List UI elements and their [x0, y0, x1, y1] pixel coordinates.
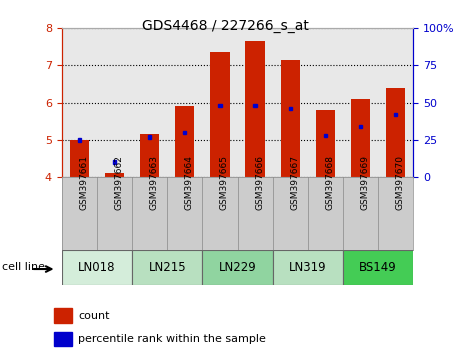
- Bar: [254, 104, 256, 107]
- Bar: [351, 99, 370, 177]
- Bar: [140, 134, 159, 177]
- Bar: [113, 160, 116, 164]
- Text: GSM397662: GSM397662: [114, 155, 124, 210]
- Bar: [54, 308, 72, 323]
- Bar: [343, 250, 413, 285]
- Text: LN319: LN319: [289, 261, 327, 274]
- Bar: [70, 140, 89, 177]
- Bar: [54, 332, 72, 347]
- Bar: [316, 110, 335, 177]
- Text: GSM397667: GSM397667: [290, 155, 299, 210]
- Bar: [273, 250, 343, 285]
- Bar: [148, 135, 151, 138]
- Text: count: count: [78, 311, 110, 321]
- Bar: [359, 125, 362, 128]
- Text: GSM397670: GSM397670: [396, 155, 405, 210]
- Text: GSM397663: GSM397663: [150, 155, 159, 210]
- Text: GSM397668: GSM397668: [325, 155, 334, 210]
- Text: BS149: BS149: [359, 261, 397, 274]
- Bar: [386, 88, 405, 177]
- Bar: [394, 113, 397, 116]
- Bar: [78, 138, 81, 142]
- Text: GSM397665: GSM397665: [220, 155, 229, 210]
- Bar: [105, 173, 124, 177]
- Bar: [218, 104, 221, 107]
- Bar: [132, 250, 202, 285]
- Bar: [62, 250, 132, 285]
- Bar: [183, 131, 186, 134]
- Text: cell line: cell line: [2, 262, 46, 272]
- Text: percentile rank within the sample: percentile rank within the sample: [78, 334, 266, 344]
- Text: GSM397669: GSM397669: [361, 155, 370, 210]
- Bar: [246, 41, 265, 177]
- Bar: [175, 106, 194, 177]
- Text: LN215: LN215: [148, 261, 186, 274]
- Bar: [202, 250, 273, 285]
- Text: GSM397666: GSM397666: [255, 155, 264, 210]
- Bar: [281, 60, 300, 177]
- Bar: [289, 107, 292, 110]
- Text: LN229: LN229: [218, 261, 256, 274]
- Text: LN018: LN018: [78, 261, 115, 274]
- Text: GSM397661: GSM397661: [79, 155, 88, 210]
- Text: GSM397664: GSM397664: [185, 155, 194, 210]
- Bar: [210, 52, 229, 177]
- Text: GDS4468 / 227266_s_at: GDS4468 / 227266_s_at: [142, 19, 309, 34]
- Bar: [324, 134, 327, 137]
